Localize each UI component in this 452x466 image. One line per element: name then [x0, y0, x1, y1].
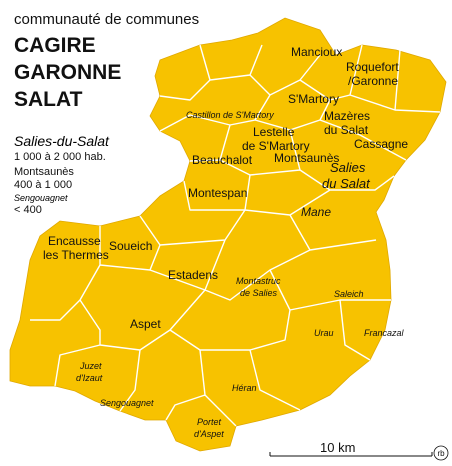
place-label: du Salat: [322, 176, 371, 191]
place-label: de S'Martory: [242, 139, 310, 153]
place-label: Beauchalot: [192, 153, 253, 167]
credit: rb: [433, 445, 449, 461]
place-label: de Salies: [240, 288, 278, 298]
place-label: S'Martory: [288, 92, 339, 106]
place-label: Encausse: [48, 234, 101, 248]
legend-sample: Salies-du-Salat: [14, 133, 110, 149]
legend-label: 400 à 1 000: [14, 179, 72, 191]
legend-sample: Montsaunès: [14, 166, 74, 178]
place-label: Saleich: [334, 289, 364, 299]
place-label: Salies: [330, 160, 366, 175]
place-label: Mancioux: [291, 45, 342, 59]
place-label: d'Aspet: [194, 429, 224, 439]
credit-circle: [433, 445, 449, 461]
place-label: Francazal: [364, 328, 405, 338]
place-label: Montsaunès: [274, 151, 339, 165]
place-label: Mazères: [324, 109, 370, 123]
place-label: /Garonne: [348, 74, 398, 88]
subtitle: communauté de communes: [14, 11, 199, 28]
place-label: Urau: [314, 328, 334, 338]
place-label: Aspet: [130, 317, 161, 331]
title-line: GARONNE: [14, 61, 121, 84]
scale-bar: 10 km: [269, 440, 433, 457]
place-label: d'Izaut: [76, 373, 103, 383]
place-label: Héran: [232, 383, 257, 393]
legend-label: 1 000 à 2 000 hab.: [14, 151, 106, 163]
place-label: Castillon de S'Martory: [186, 110, 274, 120]
place-label: Lestelle: [253, 125, 295, 139]
legend-label: < 400: [14, 204, 42, 216]
place-label: du Salat: [324, 123, 369, 137]
place-label: Juzet: [79, 361, 102, 371]
title-line: CAGIRE: [14, 34, 96, 57]
legend: Salies-du-Salat 1 000 à 2 000 hab. Monts…: [14, 133, 110, 216]
title-line: SALAT: [14, 88, 83, 111]
place-label: Portet: [197, 417, 222, 427]
place-label: Roquefort: [346, 60, 399, 74]
territory: [9, 17, 447, 452]
place-label: Soueich: [109, 239, 152, 253]
place-label: Montastruc: [236, 276, 281, 286]
place-label: les Thermes: [43, 248, 109, 262]
place-label: Mane: [301, 205, 331, 219]
scale-label: 10 km: [320, 440, 355, 455]
credit-text: rb: [437, 449, 445, 458]
place-label: Estadens: [168, 268, 218, 282]
place-label: Cassagne: [354, 137, 408, 151]
legend-sample: Sengouagnet: [14, 193, 68, 203]
place-label: Sengouagnet: [100, 398, 154, 408]
header: communauté de communes CAGIRE GARONNE SA…: [14, 11, 199, 111]
place-label: Montespan: [188, 186, 247, 200]
place-labels: Mancioux Roquefort /Garonne S'Martory Ma…: [43, 45, 408, 439]
